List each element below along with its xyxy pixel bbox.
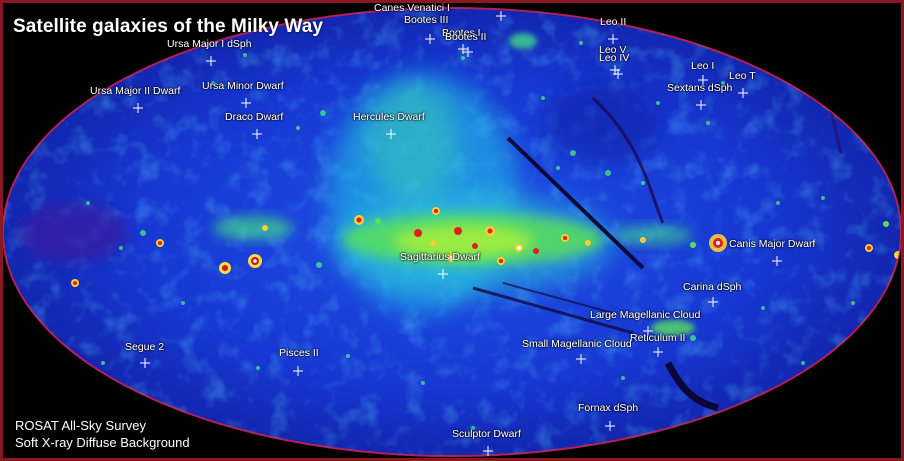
survey-band: Soft X-ray Diffuse Background <box>15 435 190 450</box>
label-ursa-minor: Ursa Minor Dwarf <box>202 80 284 92</box>
marker-lmc <box>643 326 653 336</box>
map-title: Satellite galaxies of the Milky Way <box>13 16 324 37</box>
marker-bootes-ii <box>463 47 473 57</box>
label-ursa-major-i: Ursa Major I dSph <box>167 38 252 50</box>
label-bootes-iii: Bootes III <box>404 14 449 26</box>
marker-hercules <box>386 129 396 139</box>
marker-leo-t <box>738 88 748 98</box>
label-lmc: Large Magellanic Cloud <box>590 309 701 321</box>
marker-reticulum-ii <box>653 347 663 357</box>
sky-emission <box>3 8 901 456</box>
galaxy-markers <box>133 11 782 456</box>
marker-draco <box>252 129 262 139</box>
label-sextans: Sextans dSph <box>667 82 733 94</box>
marker-pisces-ii <box>293 366 303 376</box>
marker-leo-iv <box>613 69 623 79</box>
label-bootes-i: Bootes I <box>442 27 481 39</box>
label-fornax: Fornax dSph <box>578 402 639 414</box>
label-segue-2: Segue 2 <box>125 341 165 353</box>
label-hercules: Hercules Dwarf <box>353 111 425 123</box>
marker-canes-venatici-i <box>496 11 506 21</box>
marker-carina <box>708 297 718 307</box>
survey-name: ROSAT All-Sky Survey <box>15 418 146 433</box>
label-leo-iv: Leo IV <box>599 52 630 64</box>
xray-point-sources <box>71 207 901 287</box>
marker-ursa-major-i <box>206 56 216 66</box>
marker-sextans <box>696 100 706 110</box>
label-leo-v: Leo V <box>599 44 627 56</box>
label-pisces-ii: Pisces II <box>279 347 319 359</box>
label-leo-i: Leo I <box>691 60 715 72</box>
label-canes-venatici-i: Canes Venatici I <box>374 2 450 14</box>
survey-caption: ROSAT All-Sky Survey Soft X-ray Diffuse … <box>15 417 190 451</box>
label-carina: Carina dSph <box>683 281 742 293</box>
label-draco: Draco Dwarf <box>225 111 284 123</box>
marker-leo-ii <box>608 34 618 44</box>
label-reticulum-ii: Reticulum II <box>630 332 686 344</box>
label-sagittarius: Sagittarius Dwarf <box>400 251 480 263</box>
marker-canis-major <box>772 256 782 266</box>
label-bootes-ii: Bootes II <box>445 31 487 43</box>
label-canis-major: Canis Major Dwarf <box>729 238 816 250</box>
label-sculptor: Sculptor Dwarf <box>452 428 521 440</box>
marker-sculptor <box>483 446 493 456</box>
marker-ursa-minor <box>241 98 251 108</box>
xray-sky-map <box>3 7 901 457</box>
marker-fornax <box>605 421 615 431</box>
marker-leo-i <box>698 75 708 85</box>
marker-bootes-iii <box>425 34 435 44</box>
label-leo-ii: Leo II <box>600 16 627 28</box>
label-leo-t: Leo T <box>729 70 756 82</box>
marker-ursa-major-ii <box>133 103 143 113</box>
marker-segue-2 <box>140 358 150 368</box>
marker-smc <box>576 354 586 364</box>
marker-sagittarius <box>438 269 448 279</box>
label-ursa-major-ii: Ursa Major II Dwarf <box>90 85 181 97</box>
label-smc: Small Magellanic Cloud <box>522 338 632 350</box>
